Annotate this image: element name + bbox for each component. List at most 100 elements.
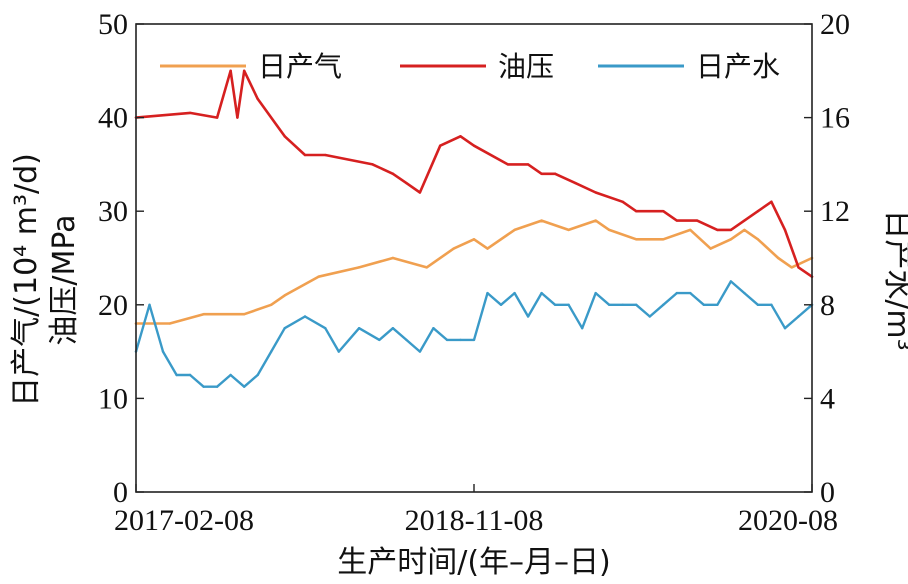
data-point-pressure xyxy=(729,228,733,232)
data-point-water xyxy=(648,315,651,318)
data-point-pressure xyxy=(418,191,422,194)
data-point-water xyxy=(148,303,151,306)
legend-label-pressure: 油压 xyxy=(498,50,554,83)
data-point-water xyxy=(729,280,733,283)
data-point-water xyxy=(486,291,489,295)
y-right-tick-label: 4 xyxy=(820,382,835,415)
data-point-water xyxy=(756,303,760,306)
x-tick-label: 2020-08 xyxy=(738,504,838,537)
data-point-pressure xyxy=(540,172,543,175)
data-point-pressure xyxy=(574,181,577,185)
data-point-water xyxy=(580,327,584,330)
data-point-gas xyxy=(777,256,780,260)
data-point-water xyxy=(215,385,219,388)
data-point-pressure xyxy=(526,163,530,166)
data-point-gas xyxy=(594,219,597,222)
data-point-gas xyxy=(283,294,286,297)
data-point-pressure xyxy=(472,144,476,147)
data-point-pressure xyxy=(648,210,651,213)
data-point-water xyxy=(499,303,503,306)
series-line-pressure xyxy=(134,69,814,279)
data-point-water xyxy=(608,303,611,306)
series-line-water xyxy=(134,280,814,388)
data-point-pressure xyxy=(783,228,787,232)
data-point-water xyxy=(229,373,232,377)
data-point-gas xyxy=(662,238,665,241)
data-point-water xyxy=(472,338,476,342)
data-point-water xyxy=(635,303,638,306)
data-point-pressure xyxy=(459,135,462,138)
data-point-water xyxy=(445,338,449,342)
y-right-tick-label: 20 xyxy=(820,8,850,41)
legend-label-gas: 日产气 xyxy=(258,50,342,83)
data-point-pressure xyxy=(797,266,800,269)
data-point-pressure xyxy=(405,181,408,185)
data-point-gas xyxy=(357,266,361,269)
data-point-pressure xyxy=(303,153,307,157)
data-point-water xyxy=(540,291,543,295)
data-point-water xyxy=(256,373,259,377)
data-point-water xyxy=(567,303,570,306)
data-point-pressure xyxy=(391,172,395,175)
data-point-pressure xyxy=(242,69,246,73)
data-point-gas xyxy=(743,228,746,232)
data-point-pressure xyxy=(716,228,719,232)
data-point-gas xyxy=(790,266,793,269)
data-point-water xyxy=(689,291,692,295)
data-point-gas xyxy=(513,228,516,232)
data-point-pressure xyxy=(256,97,259,101)
data-point-water xyxy=(783,327,787,330)
y-right-tick-label: 12 xyxy=(820,195,850,228)
data-point-pressure xyxy=(506,163,509,166)
data-point-pressure xyxy=(236,116,239,119)
data-point-pressure xyxy=(770,200,773,204)
data-point-water xyxy=(378,338,381,342)
data-point-pressure xyxy=(229,69,232,73)
plot-frame xyxy=(135,23,813,493)
data-point-gas xyxy=(486,247,489,250)
data-point-water xyxy=(716,303,719,306)
y-left-tick-label: 50 xyxy=(98,8,128,41)
data-point-pressure xyxy=(756,210,760,213)
y-left-tick-label: 10 xyxy=(98,382,128,415)
data-point-pressure xyxy=(283,135,286,138)
data-point-water xyxy=(594,291,597,295)
y-right-tick-label: 8 xyxy=(820,289,835,322)
y-right-tick-label: 0 xyxy=(820,476,835,509)
data-point-gas xyxy=(425,266,428,269)
data-point-water xyxy=(418,350,422,353)
data-point-water xyxy=(513,291,516,295)
data-point-gas xyxy=(709,247,712,250)
data-point-gas xyxy=(270,303,273,306)
data-point-water xyxy=(702,303,706,306)
data-point-pressure xyxy=(215,116,219,119)
data-point-pressure xyxy=(695,219,699,222)
y-axis-title-pressure: 油压/MPa xyxy=(47,214,82,345)
data-point-gas xyxy=(202,312,205,316)
y-right-tick-label: 16 xyxy=(820,102,850,135)
data-point-gas xyxy=(472,238,476,241)
data-point-water xyxy=(621,303,624,306)
data-point-pressure xyxy=(371,163,374,166)
data-point-water xyxy=(797,315,800,318)
y-left-tick-label: 0 xyxy=(113,476,128,509)
data-point-water xyxy=(283,327,286,330)
data-point-water xyxy=(405,338,408,342)
y-left-tick-label: 30 xyxy=(98,195,128,228)
y-axis-title-gas: 日产气/(10⁴ m³/d) xyxy=(9,153,44,407)
data-point-gas xyxy=(540,219,543,222)
data-point-gas xyxy=(452,247,455,250)
data-point-water xyxy=(675,291,678,295)
data-point-gas xyxy=(608,228,611,232)
data-point-water xyxy=(337,350,340,353)
data-point-water xyxy=(432,327,435,330)
data-point-water xyxy=(242,385,246,388)
data-point-pressure xyxy=(553,172,557,175)
data-point-water xyxy=(270,350,273,353)
data-point-pressure xyxy=(621,200,624,204)
data-point-water xyxy=(770,303,773,306)
data-point-pressure xyxy=(594,191,597,194)
data-point-water xyxy=(357,327,361,330)
series-line-gas xyxy=(134,219,814,325)
data-point-pressure xyxy=(188,111,192,115)
